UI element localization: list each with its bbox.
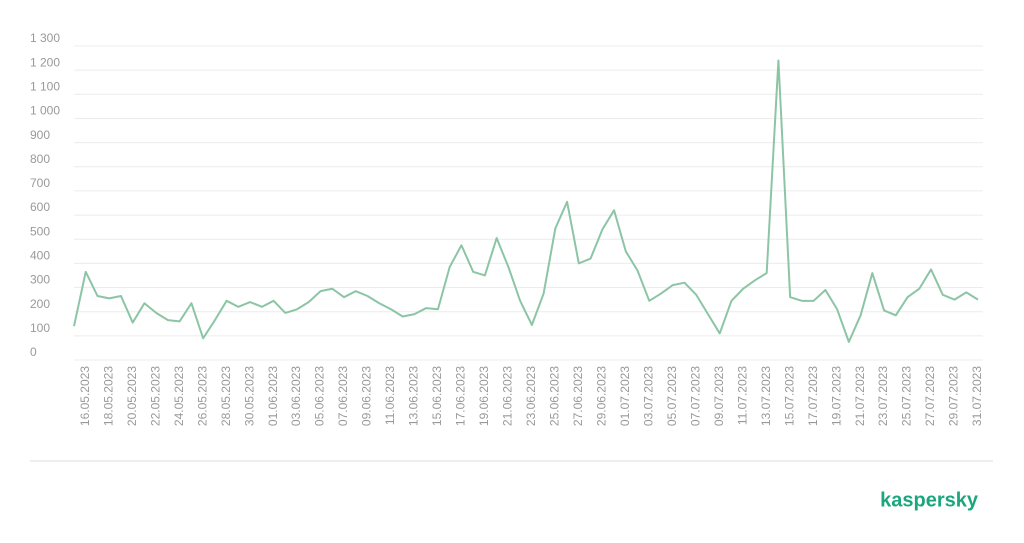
- x-tick-label: 30.05.2023: [242, 366, 256, 426]
- x-tick-label: 29.07.2023: [947, 366, 961, 426]
- x-tick-label: 01.07.2023: [618, 366, 632, 426]
- x-tick-label: 28.05.2023: [219, 366, 233, 426]
- x-tick-label: 03.06.2023: [289, 366, 303, 426]
- y-tick-label: 1 000: [30, 104, 60, 118]
- x-tick-label: 07.07.2023: [688, 366, 702, 426]
- x-tick-label: 19.07.2023: [829, 366, 843, 426]
- x-tick-label: 25.07.2023: [900, 366, 914, 426]
- x-tick-label: 15.07.2023: [782, 366, 796, 426]
- x-tick-label: 29.06.2023: [594, 366, 608, 426]
- line: [73, 59, 979, 343]
- y-tick-label: 1 200: [30, 55, 60, 69]
- x-tick-label: 17.06.2023: [454, 366, 468, 426]
- x-tick-label: 17.07.2023: [806, 366, 820, 426]
- x-tick-label: 15.06.2023: [430, 366, 444, 426]
- y-tick-label: 800: [30, 152, 50, 166]
- y-tick-label: 1 300: [30, 31, 60, 45]
- x-tick-label: 07.06.2023: [336, 366, 350, 426]
- y-tick-label: 300: [30, 273, 50, 287]
- y-tick-label: 600: [30, 200, 50, 214]
- x-tick-label: 25.06.2023: [548, 366, 562, 426]
- x-tick-label: 09.07.2023: [712, 366, 726, 426]
- x-tick-label: 22.05.2023: [148, 366, 162, 426]
- y-tick-label: 900: [30, 128, 50, 142]
- x-tick-label: 18.05.2023: [101, 366, 115, 426]
- x-tick-label: 05.06.2023: [313, 366, 327, 426]
- x-tick-label: 21.07.2023: [853, 366, 867, 426]
- x-tick-label: 23.07.2023: [876, 366, 890, 426]
- x-tick-label: 26.05.2023: [195, 366, 209, 426]
- x-tick-label: 11.06.2023: [383, 366, 397, 425]
- x-tick-label: 09.06.2023: [360, 366, 374, 426]
- y-tick-label: 500: [30, 224, 50, 238]
- x-tick-label: 27.06.2023: [571, 366, 585, 426]
- x-tick-label: 23.06.2023: [524, 366, 538, 426]
- x-tick-label: 21.06.2023: [501, 366, 515, 426]
- logo: kaspersky: [880, 489, 979, 511]
- x-tick-label: 19.06.2023: [477, 366, 491, 426]
- x-tick-label: 16.05.2023: [78, 366, 92, 426]
- x-tick-label: 20.05.2023: [125, 366, 139, 426]
- x-tick-label: 13.07.2023: [759, 366, 773, 426]
- y-tick-label: 700: [30, 176, 50, 190]
- y-tick-label: 200: [30, 297, 50, 311]
- y-tick-label: 0: [30, 345, 37, 359]
- x-tick-label: 24.05.2023: [172, 366, 186, 426]
- y-tick-label: 400: [30, 249, 50, 263]
- x-tick-label: 05.07.2023: [665, 366, 679, 426]
- x-tick-label: 11.07.2023: [735, 366, 749, 425]
- y-tick-label: 1 100: [30, 79, 60, 93]
- y-tick-label: 100: [30, 321, 50, 335]
- x-tick-label: 27.07.2023: [923, 366, 937, 426]
- x-tick-label: 03.07.2023: [641, 366, 655, 426]
- x-tick-label: 31.07.2023: [970, 366, 984, 426]
- x-tick-label: 13.06.2023: [407, 366, 421, 426]
- x-tick-label: 01.06.2023: [266, 366, 280, 426]
